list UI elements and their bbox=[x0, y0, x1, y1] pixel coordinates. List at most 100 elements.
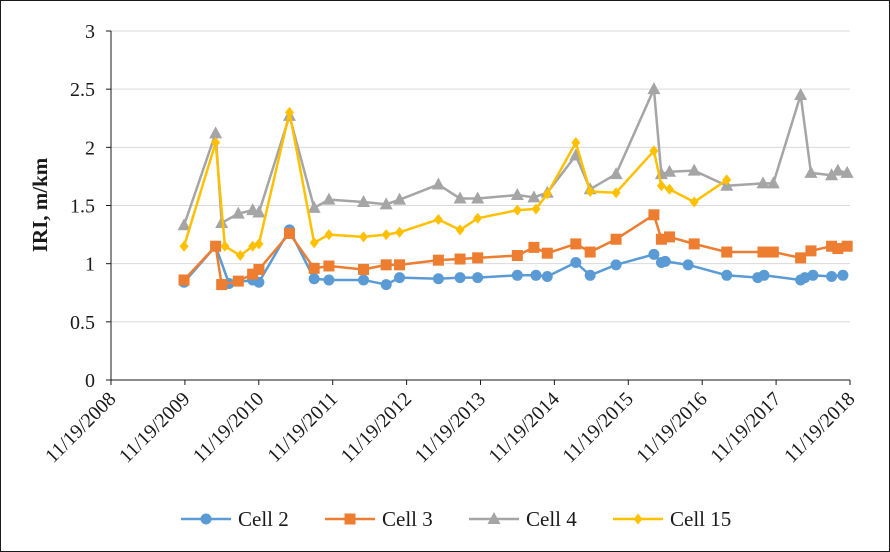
cell-15-point bbox=[611, 187, 621, 199]
cell-3-point bbox=[323, 260, 335, 272]
cell-2-point bbox=[682, 259, 694, 271]
cell-2-point bbox=[584, 269, 596, 281]
cell-3-point bbox=[358, 263, 370, 275]
cell-3-point bbox=[541, 247, 553, 259]
x-tick-label: 11/19/2012 bbox=[337, 388, 416, 467]
cell-15-point bbox=[656, 180, 666, 192]
series-cell-3 bbox=[178, 209, 853, 291]
x-tick-label: 11/19/2014 bbox=[484, 388, 563, 467]
cell-2-point bbox=[826, 270, 838, 282]
cell-3-point bbox=[394, 259, 406, 271]
cell-4-point bbox=[831, 163, 845, 176]
cell-4-point bbox=[322, 192, 336, 205]
legend-item-cell-4: Cell 4 bbox=[469, 507, 577, 531]
cell-2-point bbox=[394, 272, 406, 284]
cell-3-point bbox=[610, 233, 622, 245]
x-tick-label: 11/19/2017 bbox=[706, 388, 785, 467]
cell-15-point bbox=[254, 238, 264, 250]
legend-swatch-marker bbox=[344, 513, 356, 525]
x-tick-labels: 11/19/200811/19/200911/19/201011/19/2011… bbox=[41, 388, 859, 467]
gridlines bbox=[111, 30, 850, 323]
cell-15-point bbox=[512, 204, 522, 216]
cell-15-point bbox=[309, 237, 319, 249]
cell-15-point bbox=[211, 137, 221, 149]
cell-4-point bbox=[231, 206, 245, 219]
legend-label: Cell 2 bbox=[238, 507, 289, 531]
cell-15-point bbox=[689, 196, 699, 208]
cell-15-point bbox=[473, 212, 483, 224]
cell-4-point bbox=[825, 168, 839, 181]
x-tick-label: 11/19/2018 bbox=[780, 388, 859, 467]
cell-3-point bbox=[841, 240, 853, 252]
cell-15-point bbox=[571, 137, 581, 149]
cell-3-point bbox=[767, 246, 779, 258]
series-group bbox=[177, 82, 854, 291]
x-tick-label: 11/19/2015 bbox=[558, 388, 637, 467]
cell-4-point bbox=[307, 200, 321, 213]
cell-3-point bbox=[584, 246, 596, 258]
cell-2-point bbox=[358, 274, 370, 286]
cell-3-point bbox=[380, 259, 392, 271]
cell-2-point bbox=[308, 273, 320, 285]
axes bbox=[106, 30, 851, 385]
cell-15-point bbox=[284, 106, 294, 118]
x-tick-label: 11/19/2011 bbox=[263, 388, 342, 467]
cell-2-point bbox=[511, 269, 523, 281]
legend-item-cell-15: Cell 15 bbox=[613, 507, 731, 531]
cell-15-point bbox=[722, 174, 732, 186]
cell-2-point bbox=[380, 279, 392, 291]
cell-3-point bbox=[832, 243, 844, 255]
legend-label: Cell 15 bbox=[670, 507, 731, 531]
y-axis-label: IRI, m/km bbox=[28, 157, 52, 252]
cell-2-point bbox=[323, 274, 335, 286]
y-tick-label: 1 bbox=[85, 254, 95, 276]
cell-4-point bbox=[609, 167, 623, 180]
cell-3-point bbox=[308, 262, 320, 274]
cell-3-point bbox=[232, 275, 244, 287]
legend-item-cell-3: Cell 3 bbox=[325, 507, 433, 531]
cell-4-point bbox=[510, 188, 524, 201]
cell-4-point bbox=[252, 205, 266, 218]
cell-3-point bbox=[454, 253, 466, 265]
cell-2-point bbox=[530, 269, 542, 281]
x-tick-label: 11/19/2016 bbox=[632, 388, 711, 467]
cell-4-point bbox=[177, 218, 191, 231]
cell-2-point bbox=[610, 259, 622, 271]
legend-label: Cell 3 bbox=[382, 507, 433, 531]
cell-4-point bbox=[431, 177, 445, 190]
cell-3-point bbox=[721, 246, 733, 258]
cell-3-point bbox=[663, 231, 675, 243]
cell-15-point bbox=[542, 188, 552, 200]
cell-2-point bbox=[472, 272, 484, 284]
cell-4-point bbox=[647, 82, 661, 95]
cell-3-point bbox=[247, 268, 259, 280]
cell-4-point bbox=[393, 192, 407, 205]
cell-15-point bbox=[585, 186, 595, 198]
cell-15-point bbox=[359, 231, 369, 243]
cell-3-point bbox=[253, 263, 265, 275]
cell-3-point bbox=[216, 279, 228, 291]
cell-4-point bbox=[662, 164, 676, 177]
cell-3-point bbox=[795, 252, 807, 264]
cell-3-point bbox=[826, 240, 838, 252]
cell-2-point bbox=[541, 270, 553, 282]
y-tick-label: 2 bbox=[85, 137, 95, 159]
cell-3-point bbox=[511, 250, 523, 262]
cell-3-point bbox=[283, 227, 295, 239]
cell-2-point bbox=[648, 248, 660, 260]
legend-swatch-marker bbox=[633, 513, 643, 525]
cell-4-line bbox=[182, 87, 848, 226]
cell-2-point bbox=[454, 272, 466, 284]
cell-15-point bbox=[664, 183, 674, 195]
cell-3-point bbox=[655, 233, 667, 245]
cell-15-point bbox=[324, 229, 334, 241]
cell-3-point bbox=[757, 246, 769, 258]
cell-15-point bbox=[220, 240, 230, 252]
cell-4-point bbox=[766, 176, 780, 189]
cell-3-point bbox=[178, 274, 190, 286]
cell-4-point bbox=[756, 176, 770, 189]
cell-3-point bbox=[528, 241, 540, 253]
cell-15-point bbox=[381, 229, 391, 241]
y-tick-label: 3 bbox=[85, 21, 95, 43]
